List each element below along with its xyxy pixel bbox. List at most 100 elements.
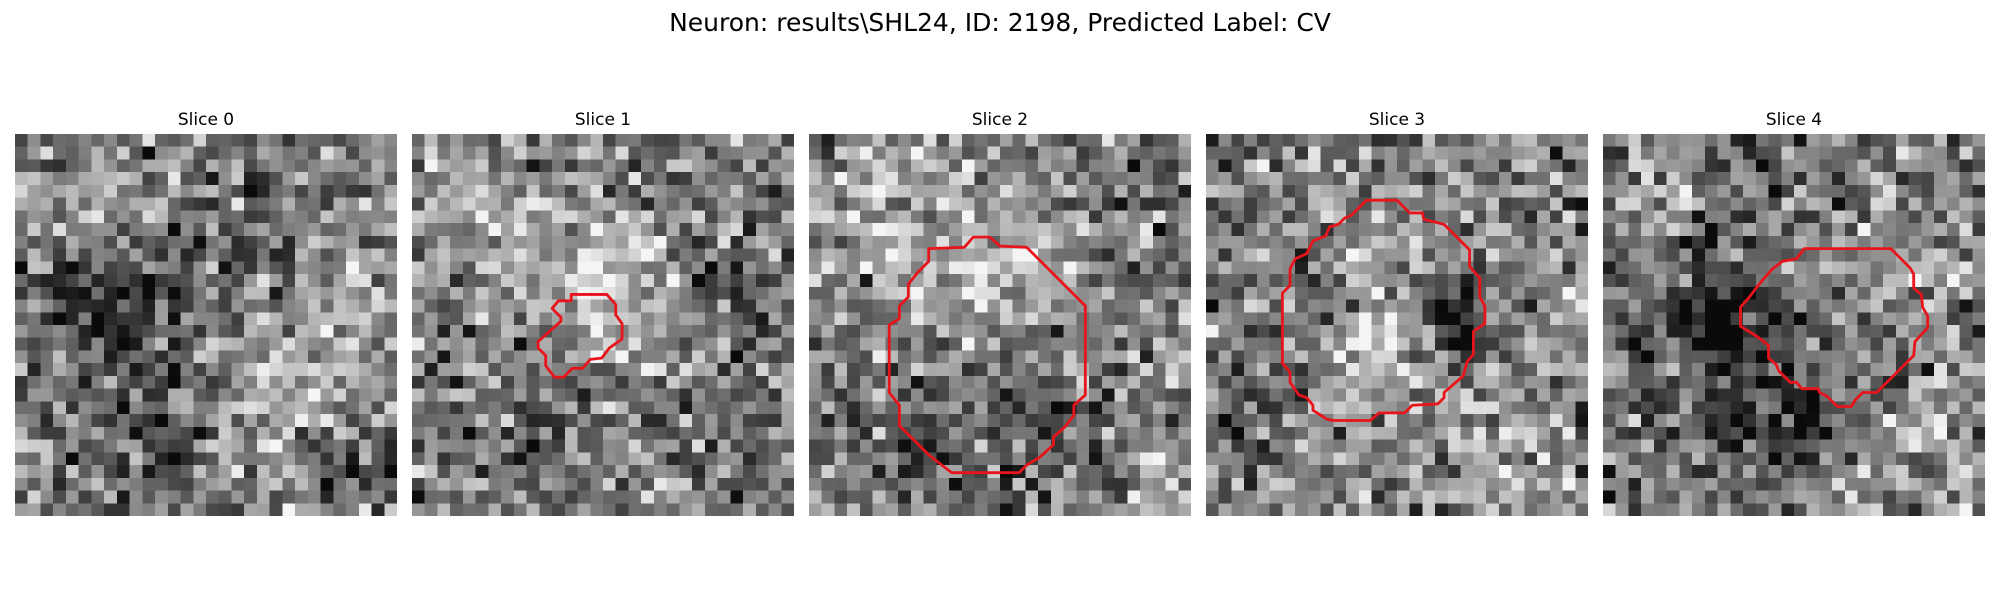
pixel [1883, 414, 1896, 427]
slice-panel-4: Slice 4 [1603, 108, 1985, 518]
pixel [1244, 287, 1257, 300]
pixel [527, 427, 540, 440]
pixel [1013, 185, 1026, 198]
pixel [1756, 287, 1769, 300]
pixel [1295, 198, 1308, 211]
pixel [501, 185, 514, 198]
pixel [667, 440, 680, 453]
pixel [1397, 325, 1410, 338]
pixel [1270, 414, 1283, 427]
pixel [1512, 185, 1525, 198]
pixel [346, 503, 359, 516]
pixel [1550, 198, 1563, 211]
pixel [1947, 338, 1960, 351]
pixel [425, 503, 438, 516]
pixel [1524, 147, 1537, 160]
pixel [885, 414, 898, 427]
pixel [1397, 236, 1410, 249]
pixel [488, 452, 501, 465]
pixel [384, 414, 397, 427]
pixel [1524, 465, 1537, 478]
pixel [924, 236, 937, 249]
pixel [1743, 159, 1756, 172]
pixel [1781, 389, 1794, 402]
pixel [822, 287, 835, 300]
pixel [590, 185, 603, 198]
pixel [1025, 287, 1038, 300]
pixel [450, 210, 463, 223]
pixel [1524, 210, 1537, 223]
pixel [1206, 198, 1219, 211]
pixel [1422, 300, 1435, 313]
pixel [308, 159, 321, 172]
pixel [1127, 338, 1140, 351]
pixel [1641, 363, 1654, 376]
pixel [117, 172, 130, 185]
pixel [1628, 376, 1641, 389]
pixel [911, 465, 924, 478]
pixel [308, 134, 321, 147]
pixel [270, 172, 283, 185]
pixel [1781, 300, 1794, 313]
pixel [437, 198, 450, 211]
pixel [1718, 198, 1731, 211]
pixel [1000, 389, 1013, 402]
pixel [1321, 287, 1334, 300]
pixel [1473, 389, 1486, 402]
pixel [641, 427, 654, 440]
pixel [270, 465, 283, 478]
pixel [384, 440, 397, 453]
pixel [15, 249, 28, 262]
pixel [40, 350, 53, 363]
pixel [1883, 338, 1896, 351]
pixel [834, 440, 847, 453]
pixel [847, 287, 860, 300]
pixel [1435, 376, 1448, 389]
pixel [1153, 363, 1166, 376]
pixel [463, 452, 476, 465]
pixel [1140, 465, 1153, 478]
pixel [193, 503, 206, 516]
pixel [1524, 478, 1537, 491]
pixel [1743, 185, 1756, 198]
pixel [552, 350, 565, 363]
pixel [667, 401, 680, 414]
pixel [949, 478, 962, 491]
pixel [1038, 274, 1051, 287]
pixel [1743, 465, 1756, 478]
pixel [1679, 325, 1692, 338]
pixel [1921, 440, 1934, 453]
pixel [565, 465, 578, 478]
pixel [1384, 338, 1397, 351]
pixel [1308, 465, 1321, 478]
pixel [1102, 287, 1115, 300]
pixel [679, 376, 692, 389]
pixel [476, 491, 489, 504]
pixel [1372, 236, 1385, 249]
pixel [476, 478, 489, 491]
pixel [501, 478, 514, 491]
pixel [1947, 363, 1960, 376]
pixel [873, 376, 886, 389]
pixel [130, 363, 143, 376]
pixel [539, 210, 552, 223]
pixel [1064, 300, 1077, 313]
pixel [1282, 491, 1295, 504]
pixel [333, 147, 346, 160]
pixel [1641, 427, 1654, 440]
pixel [1140, 134, 1153, 147]
pixel [1499, 478, 1512, 491]
pixel [1870, 223, 1883, 236]
pixel [616, 389, 629, 402]
pixel [1397, 261, 1410, 274]
pixel [1372, 172, 1385, 185]
pixel [769, 223, 782, 236]
pixel [1537, 185, 1550, 198]
pixel [463, 491, 476, 504]
pixel [1794, 172, 1807, 185]
pixel [155, 465, 168, 478]
pixel [117, 236, 130, 249]
pixel [590, 312, 603, 325]
pixel [628, 159, 641, 172]
pixel [425, 427, 438, 440]
